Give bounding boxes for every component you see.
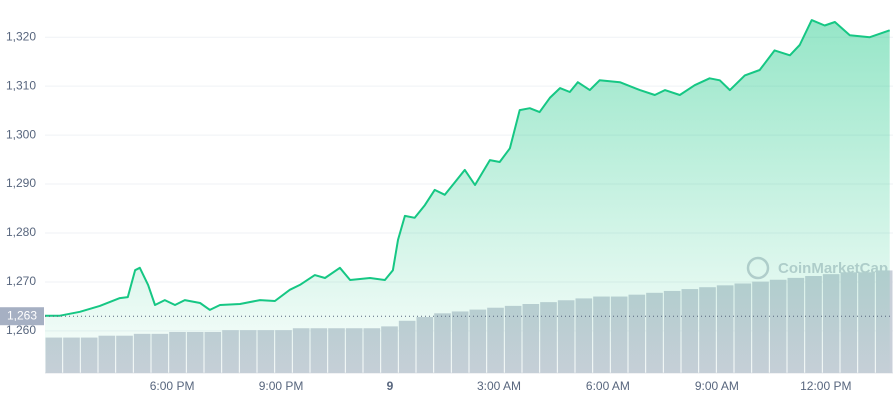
- y-tick-label: 1,270: [6, 274, 36, 288]
- x-tick-label: 9:00 PM: [259, 379, 304, 393]
- y-tick-label: 1,260: [6, 323, 36, 337]
- x-tick-label: 12:00 PM: [800, 379, 851, 393]
- x-tick-label: 6:00 AM: [586, 379, 630, 393]
- y-tick-label: 1,310: [6, 78, 36, 92]
- y-tick-label: 1,280: [6, 225, 36, 239]
- price-area: [45, 20, 890, 373]
- x-tick-label: 9:00 AM: [695, 379, 739, 393]
- reference-label-bg: [0, 307, 44, 326]
- x-tick-label: 3:00 AM: [477, 379, 521, 393]
- price-line: [45, 19, 891, 317]
- reference-label: 1,263: [7, 308, 37, 322]
- y-tick-label: 1,320: [6, 29, 36, 43]
- y-tick-label: 1,300: [6, 127, 36, 141]
- x-tick-label: 6:00 PM: [150, 379, 195, 393]
- x-tick-label: 9: [387, 379, 394, 393]
- y-tick-label: 1,290: [6, 176, 36, 190]
